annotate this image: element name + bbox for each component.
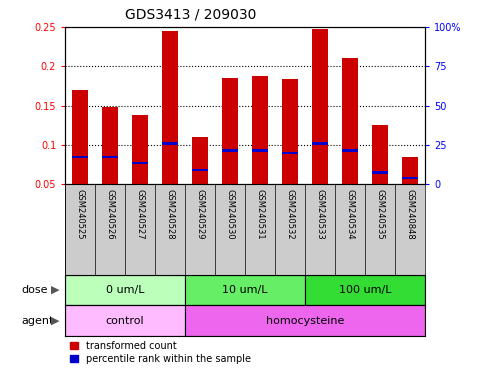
Bar <box>312 29 328 184</box>
Text: GSM240534: GSM240534 <box>345 189 355 240</box>
Bar <box>252 76 269 184</box>
Bar <box>372 171 388 174</box>
Bar <box>222 78 239 184</box>
Bar <box>162 31 178 184</box>
Bar <box>132 162 148 164</box>
Bar <box>185 275 305 305</box>
Bar <box>192 137 208 184</box>
Bar <box>305 275 425 305</box>
Bar <box>402 157 418 184</box>
Text: control: control <box>106 316 144 326</box>
Bar <box>282 152 298 154</box>
Bar <box>72 156 88 158</box>
Text: GSM240528: GSM240528 <box>166 189 175 240</box>
Bar <box>192 169 208 171</box>
Bar <box>65 275 185 305</box>
Text: GSM240532: GSM240532 <box>285 189 295 240</box>
Text: 100 um/L: 100 um/L <box>339 285 391 295</box>
Text: GSM240529: GSM240529 <box>196 189 205 239</box>
Bar <box>222 149 239 152</box>
Text: dose: dose <box>22 285 48 295</box>
Bar <box>342 58 358 184</box>
Bar <box>162 142 178 144</box>
Text: GSM240535: GSM240535 <box>376 189 384 240</box>
Bar <box>282 79 298 184</box>
Text: GSM240530: GSM240530 <box>226 189 235 240</box>
Bar <box>312 142 328 144</box>
Bar <box>72 90 88 184</box>
Text: agent: agent <box>22 316 54 326</box>
Bar <box>102 107 118 184</box>
Text: GSM240527: GSM240527 <box>136 189 145 240</box>
Bar <box>372 125 388 184</box>
Text: GSM240525: GSM240525 <box>76 189 85 239</box>
Bar <box>65 305 185 336</box>
Text: GDS3413 / 209030: GDS3413 / 209030 <box>126 7 257 21</box>
Text: ▶: ▶ <box>51 316 59 326</box>
Text: GSM240533: GSM240533 <box>315 189 325 240</box>
Text: 10 um/L: 10 um/L <box>222 285 268 295</box>
Text: homocysteine: homocysteine <box>266 316 344 326</box>
Text: 0 um/L: 0 um/L <box>106 285 144 295</box>
Text: ▶: ▶ <box>51 285 59 295</box>
Bar <box>132 115 148 184</box>
Text: GSM240526: GSM240526 <box>106 189 114 240</box>
Bar <box>342 149 358 152</box>
Bar <box>102 156 118 158</box>
Text: GSM240531: GSM240531 <box>256 189 265 240</box>
Bar <box>252 149 269 152</box>
Bar <box>402 177 418 179</box>
Text: GSM240848: GSM240848 <box>406 189 414 240</box>
Legend: transformed count, percentile rank within the sample: transformed count, percentile rank withi… <box>70 341 251 364</box>
Bar <box>185 305 425 336</box>
